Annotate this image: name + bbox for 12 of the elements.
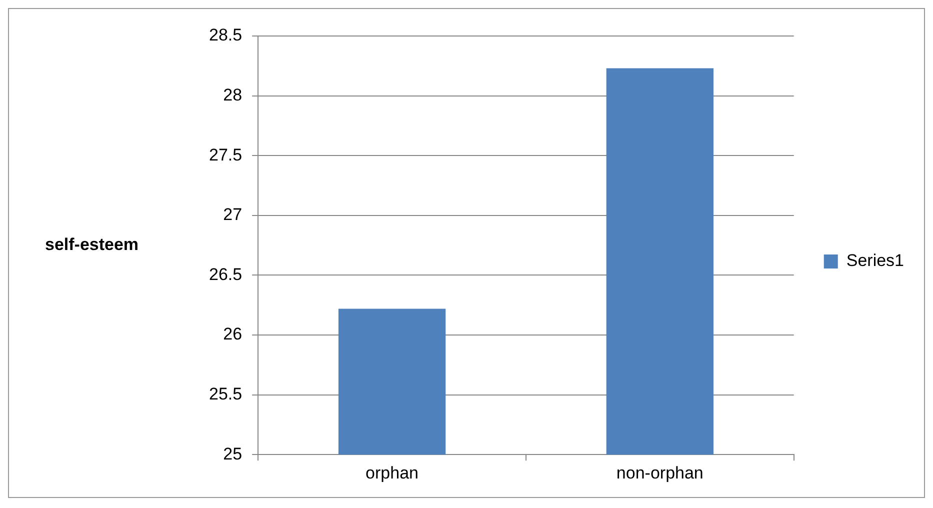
y-tick-label: 27 — [223, 205, 242, 224]
x-tick-label: orphan — [366, 463, 418, 482]
y-tick-label: 27.5 — [208, 145, 242, 164]
y-tick-label: 25.5 — [208, 384, 242, 404]
legend-label: Series1 — [846, 251, 904, 270]
y-tick-label: 28.5 — [208, 26, 242, 45]
y-tick-label: 28 — [223, 85, 242, 104]
y-tick-label: 26 — [223, 324, 242, 344]
y-tick-label: 26.5 — [208, 264, 242, 284]
y-axis-title: self-esteem — [45, 234, 139, 254]
x-tick-label: non-orphan — [616, 463, 704, 482]
y-tick-label: 25 — [223, 444, 242, 464]
